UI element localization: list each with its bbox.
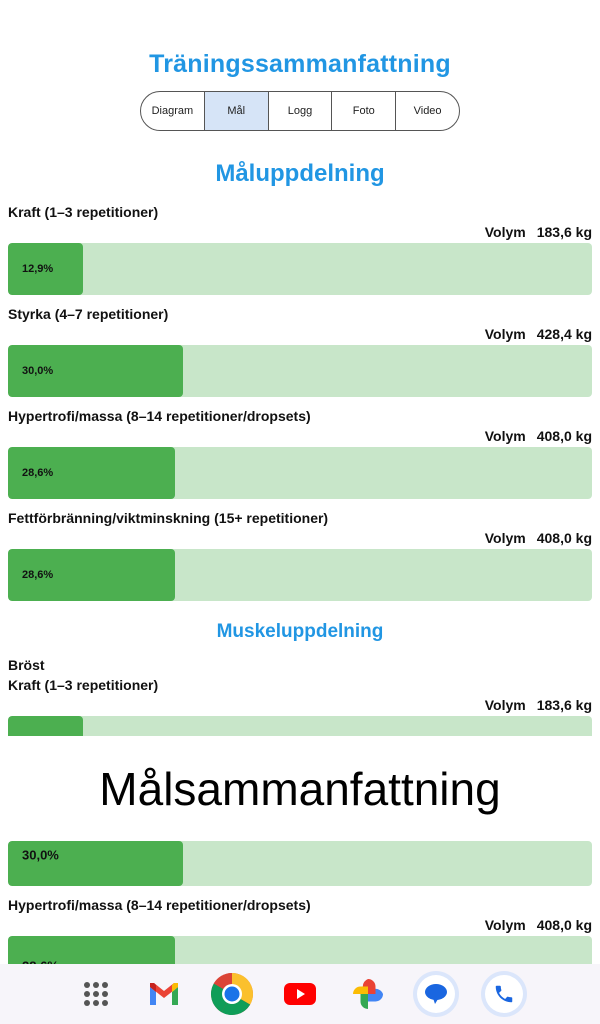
volume-value: 408,0 kg (536, 428, 592, 444)
progress-percent: 30,0% (22, 847, 59, 863)
volume-value: 183,6 kg (536, 224, 592, 240)
progress-percent: 30,0% (22, 365, 54, 377)
muscle-goal-label: Hypertrofi/massa (8–14 repetitioner/drop… (8, 897, 311, 913)
volume-label: Volym (484, 326, 526, 342)
volume-label: Volym (484, 224, 526, 240)
volume-label: Volym (484, 697, 526, 713)
youtube-icon[interactable] (277, 971, 323, 1017)
volume-value: 408,0 kg (536, 530, 592, 546)
progress-fill (8, 841, 184, 886)
app-drawer-icon[interactable] (73, 971, 119, 1017)
progress-percent: 28,6% (22, 569, 54, 581)
goal-label: Hypertrofi/massa (8–14 repetitioner/drop… (8, 408, 311, 424)
goal-volume: Volym 408,0 kg (485, 428, 592, 444)
goal-label: Styrka (4–7 repetitioner) (8, 306, 169, 322)
tab-goals[interactable]: Mål (203, 92, 268, 130)
volume-value: 183,6 kg (536, 697, 592, 713)
progress-fill (8, 345, 184, 397)
goal-label: Fettförbränning/viktminskning (15+ repet… (8, 510, 329, 526)
tab-video[interactable]: Video (395, 92, 459, 130)
muscle-goal-volume: Volym 183,6 kg (485, 697, 592, 713)
progress-percent: 12,9% (22, 263, 54, 275)
muscle-goal-volume: Volym 408,0 kg (485, 917, 592, 933)
muscle-name: Bröst (8, 657, 45, 673)
goal-breakdown-title: Måluppdelning (215, 160, 385, 187)
progress-bar: 12,9% (8, 243, 592, 295)
messages-icon[interactable] (413, 971, 459, 1017)
view-tabs: Diagram Mål Logg Foto Video (140, 91, 460, 131)
progress-percent: 28,6% (22, 467, 54, 479)
progress-bar: 28,6% (8, 447, 592, 499)
progress-fill (8, 549, 176, 601)
chrome-icon[interactable] (209, 971, 255, 1017)
app-dock (0, 964, 600, 1024)
photos-icon[interactable] (345, 971, 391, 1017)
summary-overlay: Målsammanfattning (0, 736, 600, 841)
goal-volume: Volym 183,6 kg (485, 224, 592, 240)
tab-diagram[interactable]: Diagram (151, 105, 194, 117)
progress-fill (8, 243, 84, 295)
overlay-title: Målsammanfattning (99, 762, 501, 815)
progress-bar: 30,0% (8, 345, 592, 397)
page-title: Träningssammanfattning (149, 50, 451, 78)
volume-label: Volym (484, 530, 526, 546)
muscle-goal-label: Kraft (1–3 repetitioner) (8, 677, 159, 693)
goal-volume: Volym 408,0 kg (485, 530, 592, 546)
gmail-icon[interactable] (141, 971, 187, 1017)
muscle-breakdown-title: Muskeluppdelning (216, 621, 384, 642)
phone-icon[interactable] (481, 971, 527, 1017)
tab-log[interactable]: Logg (267, 92, 332, 130)
goal-label: Kraft (1–3 repetitioner) (8, 204, 159, 220)
tab-photo[interactable]: Foto (331, 92, 395, 130)
volume-label: Volym (484, 917, 526, 933)
goal-volume: Volym 428,4 kg (485, 326, 592, 342)
progress-fill (8, 447, 176, 499)
volume-value: 408,0 kg (536, 917, 592, 933)
progress-bar: 28,6% (8, 549, 592, 601)
volume-label: Volym (484, 428, 526, 444)
volume-value: 428,4 kg (536, 326, 592, 342)
progress-bar: 30,0% (8, 841, 592, 886)
